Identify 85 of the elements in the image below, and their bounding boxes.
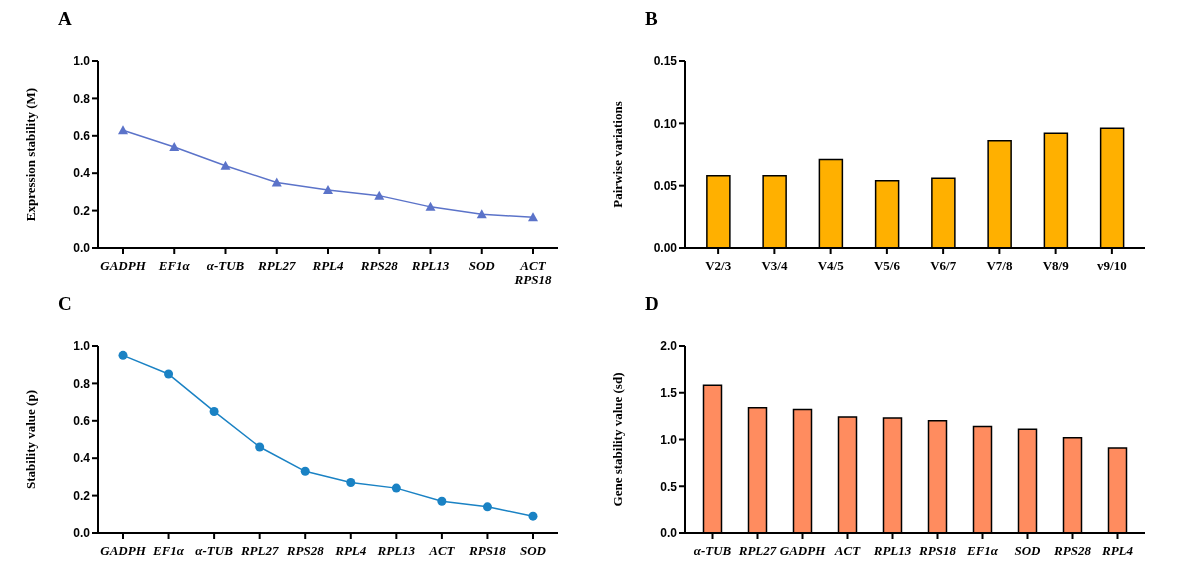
x-tick-label: RPS18: [468, 543, 507, 558]
x-tick-label: SOD: [468, 258, 496, 273]
x-tick-label: RPS18: [918, 543, 957, 558]
x-tick-label: V5/6: [873, 258, 901, 273]
y-axis-title: Gene stability value (sd): [609, 372, 625, 507]
x-tick-label: V4/5: [817, 258, 845, 273]
x-tick-label: RPL4: [311, 258, 345, 273]
y-tick-label: 0.15: [653, 54, 678, 69]
y-tick-label: 2.0: [660, 339, 678, 354]
x-tick-label: RPL13: [410, 258, 450, 273]
x-tick-label: SOD: [519, 543, 547, 558]
chart-title: D: [645, 293, 659, 315]
y-tick-label: 0.2: [73, 203, 91, 218]
point: [346, 478, 356, 488]
x-tick-label: ACT: [833, 543, 862, 558]
point: [437, 496, 447, 506]
x-tick-label: V3/4: [761, 258, 788, 273]
y-tick-label: 0.05: [653, 178, 678, 193]
x-tick-label: RPL4: [1100, 543, 1134, 558]
point: [425, 201, 436, 211]
x-tick-label: RPL27: [737, 543, 777, 558]
x-tick-label: RPS28: [1053, 543, 1092, 558]
y-tick-label: 0.6: [73, 414, 91, 429]
point: [374, 190, 385, 200]
y-tick-label: 0.5: [660, 479, 678, 494]
y-tick-label: 0.0: [73, 526, 91, 541]
x-tick-label: RPS28: [285, 543, 325, 558]
x-tick-label: α-TUB: [206, 258, 245, 273]
x-tick-label: V6/7: [930, 258, 957, 273]
x-tick-label: RPL27: [239, 543, 279, 558]
y-tick-label: 1.0: [660, 432, 678, 447]
x-tick-label: RPS28: [359, 258, 399, 273]
y-tick-label: 0.4: [73, 451, 91, 466]
x-tick-label: RPL13: [376, 543, 416, 558]
y-tick-label: 0.0: [73, 241, 91, 256]
x-tick-label: RPL13: [872, 543, 912, 558]
y-axis-title: Pairwise variations: [609, 101, 625, 208]
point: [476, 209, 487, 219]
x-tick-label: RPL27: [256, 258, 297, 273]
point: [209, 406, 219, 416]
y-tick-label: 1.0: [73, 54, 91, 69]
chart-title: B: [645, 8, 658, 30]
y-tick-label: 0.10: [653, 116, 678, 131]
y-tick-label: 1.0: [73, 339, 91, 354]
point: [391, 483, 401, 493]
y-tick-label: 0.0: [660, 526, 678, 541]
point: [220, 160, 231, 170]
x-tick-label: V8/9: [1042, 258, 1070, 273]
point: [118, 125, 128, 135]
point: [271, 177, 282, 187]
y-tick-label: 1.5: [660, 386, 678, 401]
chart-title: A: [58, 8, 72, 30]
y-tick-label: 0.6: [73, 129, 91, 144]
point: [528, 212, 538, 222]
x-tick-label: α-TUB: [195, 543, 234, 558]
x-tick-label: V2/3: [705, 258, 732, 273]
point: [323, 185, 333, 195]
y-tick-label: 0.8: [73, 91, 91, 106]
point: [482, 502, 492, 512]
x-tick-label: EF1α: [965, 543, 999, 558]
y-tick-label: 0.00: [653, 241, 678, 256]
chart-title: C: [58, 293, 72, 315]
x-tick-label: RPL4: [334, 543, 367, 558]
point: [118, 350, 128, 360]
y-tick-label: 0.4: [73, 166, 91, 181]
x-tick-label: EF1α: [152, 543, 185, 558]
x-tick-label: GADPH: [779, 543, 827, 558]
x-tick-label: ACT RPS18: [513, 258, 552, 287]
x-tick-label: V7/8: [986, 258, 1013, 273]
point: [300, 466, 310, 476]
x-tick-label: EF1α: [157, 258, 191, 273]
y-tick-label: 0.8: [73, 376, 91, 391]
x-tick-label: α-TUB: [693, 543, 732, 558]
y-axis-title: Stability value (p): [22, 390, 38, 489]
point: [164, 369, 174, 379]
x-tick-label: ACT: [428, 543, 456, 558]
point: [528, 511, 538, 521]
x-tick-label: SOD: [1014, 543, 1042, 558]
y-axis-title: Expression stability (M): [22, 87, 38, 222]
x-tick-label: GADPH: [100, 543, 147, 558]
x-tick-label: v9/10: [1097, 258, 1127, 273]
point: [255, 442, 265, 452]
x-tick-label: GADPH: [100, 258, 147, 273]
point: [169, 142, 180, 152]
y-tick-label: 0.2: [73, 488, 91, 503]
